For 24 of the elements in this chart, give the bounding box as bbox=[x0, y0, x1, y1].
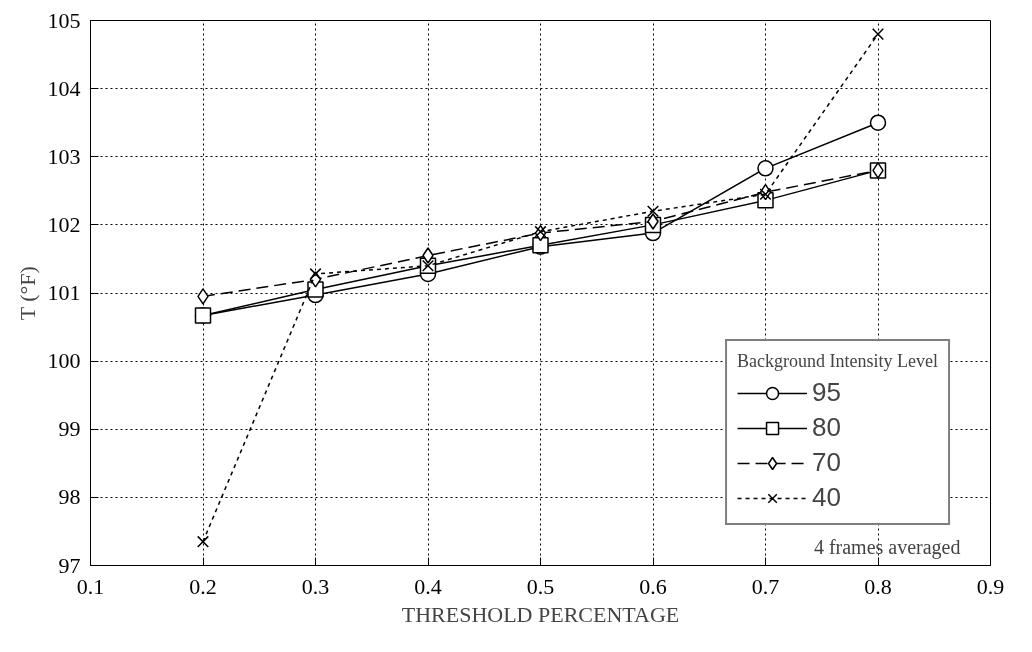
x-tick-label: 0.9 bbox=[976, 573, 1005, 599]
x-axis-title: THRESHOLD PERCENTAGE bbox=[401, 601, 680, 627]
legend-label: 80 bbox=[812, 412, 841, 443]
y-tick-label: 104 bbox=[47, 75, 81, 101]
x-tick-label: 0.6 bbox=[639, 573, 667, 599]
y-axis-title: T (°F) bbox=[14, 266, 40, 321]
annotation: 4 frames averaged bbox=[813, 535, 961, 559]
legend-label: 40 bbox=[812, 482, 841, 513]
y-tick-label: 101 bbox=[47, 280, 81, 305]
y-tick-label: 98 bbox=[58, 484, 81, 510]
x-tick-label: 0.7 bbox=[751, 573, 780, 599]
legend-label: 95 bbox=[812, 377, 841, 408]
y-tick-label: 105 bbox=[47, 7, 81, 33]
legend-title: Background Intensity Level bbox=[737, 351, 938, 372]
y-tick-label: 103 bbox=[47, 143, 81, 169]
x-tick-label: 0.5 bbox=[526, 573, 555, 599]
y-tick-label: 100 bbox=[47, 348, 81, 374]
legend-label: 70 bbox=[812, 447, 841, 478]
x-tick-label: 0.3 bbox=[301, 573, 330, 599]
x-tick-label: 0.8 bbox=[864, 573, 892, 599]
y-tick-label: 99 bbox=[58, 416, 81, 442]
x-tick-label: 0.2 bbox=[189, 573, 217, 599]
y-tick-label: 102 bbox=[47, 211, 81, 237]
x-tick-label: 0.4 bbox=[414, 573, 442, 599]
